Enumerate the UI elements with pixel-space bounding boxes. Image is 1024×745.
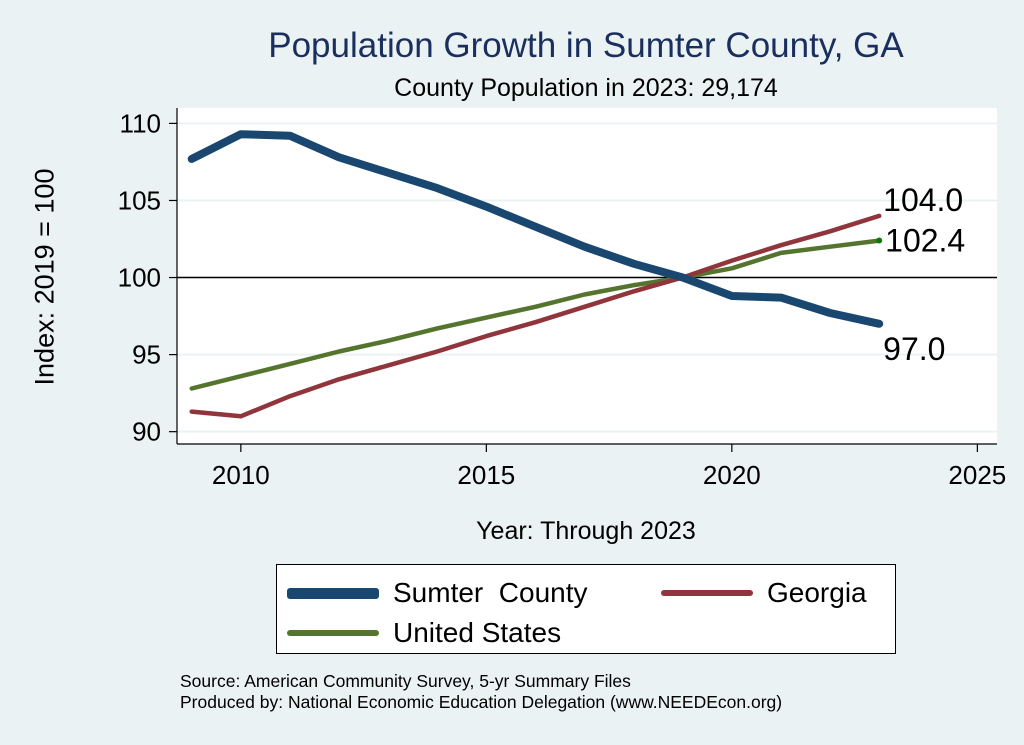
legend: Sumter County Georgia United States [276,564,896,654]
source-line: Source: American Community Survey, 5-yr … [180,671,631,691]
y-tick-label: 95 [132,340,161,370]
y-tick-label: 90 [132,417,161,447]
x-tick-label: 2010 [212,460,270,490]
legend-swatch-united-states [287,630,379,636]
series-line-sumter-county [187,130,884,328]
y-tick-label: 105 [118,185,161,215]
chart-title: Population Growth in Sumter County, GA [268,26,904,65]
legend-label-georgia: Georgia [767,577,867,608]
y-tick-label: 100 [118,263,161,293]
x-tick-label: 2015 [457,460,515,490]
legend-swatch-sumter [287,587,379,599]
series-line-georgia [189,213,882,419]
legend-item-united-states: United States [287,617,561,649]
legend-label-united-states: United States [393,617,562,648]
legend-swatch-georgia [661,590,753,596]
x-tick-label: 2025 [948,460,1006,490]
data-label-united-states: 102.4 [885,223,965,259]
x-tick-label: 2020 [703,460,761,490]
data-label-sumter-county: 97.0 [883,331,945,367]
y-tick-label: 110 [120,108,161,138]
legend-item-georgia: Georgia [661,577,867,609]
y-axis-title: Index: 2019 = 100 [29,168,60,386]
chart-subtitle: County Population in 2023: 29,174 [394,74,778,102]
series-line-united-states [189,238,882,391]
data-label-georgia: 104.0 [883,182,963,218]
legend-label-sumter: Sumter County [393,577,588,608]
source-note: Source: American Community Survey, 5-yr … [180,671,782,713]
series-end-marker [876,237,883,244]
x-axis-title: Year: Through 2023 [476,517,696,545]
legend-item-sumter: Sumter County [287,577,588,609]
producer-line: Produced by: National Economic Education… [180,692,783,712]
